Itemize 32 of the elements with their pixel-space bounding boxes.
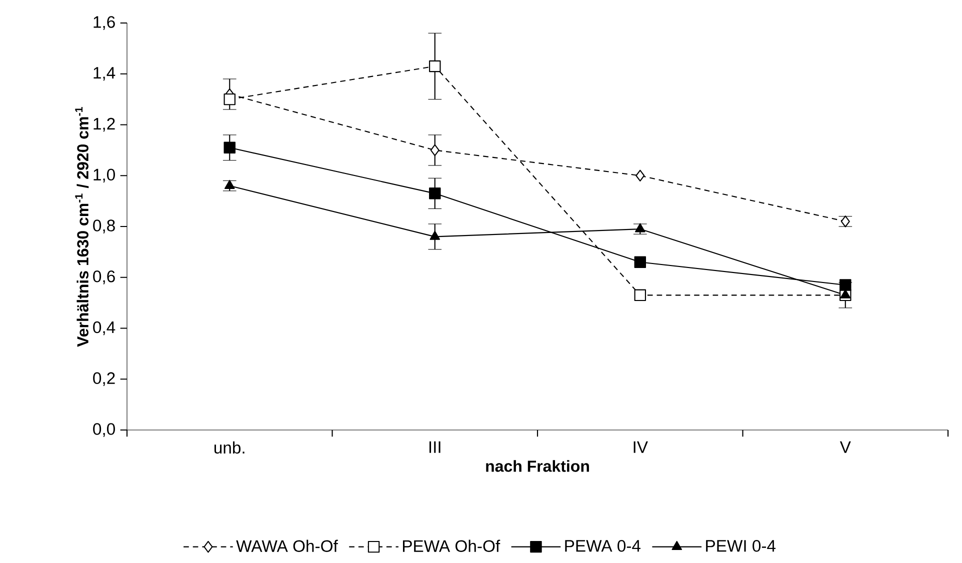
y-tick-label: 0,0 <box>93 423 115 437</box>
x-tick-label: unb. <box>214 441 244 454</box>
point <box>429 60 441 72</box>
legend-label: WAWA Oh-Of <box>236 540 338 552</box>
legend-label: PEWA Oh-Of <box>402 540 500 552</box>
point <box>634 289 646 302</box>
y-axis-title: Verhältnis 1630 cm$^{-1}$ / 2920 cm$^{-1}$ <box>75 107 89 347</box>
x-tick-label: V <box>840 441 851 453</box>
y-tick-label: 0,4 <box>93 321 116 336</box>
y-tick-label: 1,6 <box>94 16 115 30</box>
point <box>840 279 852 291</box>
point <box>224 180 235 189</box>
point <box>634 256 646 268</box>
point <box>636 170 645 182</box>
y-tick-label: 0,2 <box>93 372 115 386</box>
y-tick-label: 0,6 <box>93 270 115 284</box>
point <box>634 223 646 232</box>
x-tick-label: IV <box>634 441 648 453</box>
point <box>224 142 236 154</box>
legend-label: PEWI 0-4 <box>706 540 776 552</box>
point <box>224 93 236 106</box>
legend-label: PEWA 0-4 <box>565 540 640 552</box>
point <box>840 216 850 228</box>
point <box>429 188 441 200</box>
y-tick-label: 1,0 <box>94 168 115 183</box>
x-axis-title: nach Fraktion <box>486 460 589 472</box>
y-tick-label: 1,2 <box>94 118 115 132</box>
x-tick-label: III <box>429 441 440 453</box>
point <box>430 230 440 240</box>
point <box>430 144 440 156</box>
y-tick-label: 0,8 <box>93 220 115 234</box>
y-tick-label: 1,4 <box>94 67 116 81</box>
